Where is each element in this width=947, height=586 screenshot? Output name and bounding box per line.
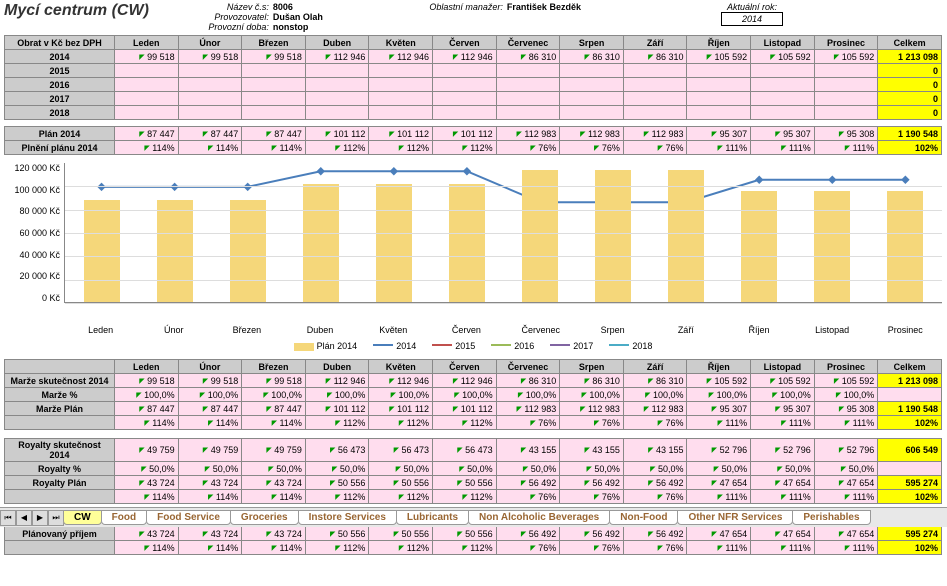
table-row: Marže skutečnost 2014◤ 99 518◤ 99 518◤ 9… (5, 374, 942, 388)
sheet-tab[interactable]: Other NFR Services (677, 510, 793, 525)
sheet-tab[interactable]: Food Service (146, 510, 231, 525)
table-row: 20180 (5, 106, 942, 120)
table-row: ◤ 114%◤ 114%◤ 114%◤ 112%◤ 112%◤ 112%◤ 76… (5, 541, 942, 555)
table-row: Plánovaný příjem◤ 43 724◤ 43 724◤ 43 724… (5, 527, 942, 541)
table-row: Plán 2014◤ 87 447◤ 87 447◤ 87 447◤ 101 1… (5, 127, 942, 141)
header: Mycí centrum (CW) Název č.s:8006 Provozo… (0, 0, 947, 34)
sheet-tab[interactable]: Lubricants (396, 510, 469, 525)
table-row: ◤ 114%◤ 114%◤ 114%◤ 112%◤ 112%◤ 112%◤ 76… (5, 490, 942, 504)
page-title: Mycí centrum (CW) (4, 2, 149, 20)
tab-next[interactable]: ▶ (32, 510, 48, 526)
tab-last[interactable]: ⏭ (48, 510, 64, 526)
table-row: Plnění plánu 2014◤ 114%◤ 114%◤ 114%◤ 112… (5, 141, 942, 155)
table-row: Royalty Plán◤ 43 724◤ 43 724◤ 43 724◤ 50… (5, 476, 942, 490)
sheet-tab[interactable]: Groceries (230, 510, 299, 525)
data-table: LedenÚnorBřezenDubenKvětenČervenČervenec… (4, 359, 942, 430)
tab-prev[interactable]: ◀ (16, 510, 32, 526)
table-row: 20150 (5, 64, 942, 78)
table-row: 20170 (5, 92, 942, 106)
data-table: Obrat v Kč bez DPHLedenÚnorBřezenDubenKv… (4, 35, 942, 120)
meta-right: Aktuální rok: 2014 (721, 2, 783, 26)
meta-mid: Oblastní manažer:František Bezděk (403, 2, 581, 12)
sheet-tabs: ⏮ ◀ ▶ ⏭ CWFoodFood ServiceGroceriesInsto… (0, 507, 947, 527)
sheet-tab[interactable]: Non-Food (609, 510, 678, 525)
table-row: ◤ 114%◤ 114%◤ 114%◤ 112%◤ 112%◤ 112%◤ 76… (5, 416, 942, 430)
table-row: 20160 (5, 78, 942, 92)
table-row: Royalty skutečnost 2014◤ 49 759◤ 49 759◤… (5, 439, 942, 462)
meta-left: Název č.s:8006 Provozovatel:Dušan Olah P… (189, 2, 323, 32)
sheet-tab[interactable]: CW (63, 510, 102, 525)
data-table: Royalty skutečnost 2014◤ 49 759◤ 49 759◤… (4, 438, 942, 504)
sheet-tab[interactable]: Food (101, 510, 147, 525)
year-box: 2014 (721, 12, 783, 26)
tab-first[interactable]: ⏮ (0, 510, 16, 526)
chart: 120 000 Kč100 000 Kč80 000 Kč60 000 Kč40… (4, 163, 942, 351)
sheet-tab[interactable]: Perishables (792, 510, 870, 525)
data-table: Plán 2014◤ 87 447◤ 87 447◤ 87 447◤ 101 1… (4, 126, 942, 155)
table-row: 2014◤ 99 518◤ 99 518◤ 99 518◤ 112 946◤ 1… (5, 50, 942, 64)
sheet-tab[interactable]: Instore Services (298, 510, 397, 525)
table-row: Marže Plán◤ 87 447◤ 87 447◤ 87 447◤ 101 … (5, 402, 942, 416)
table-row: Marže %◤ 100,0%◤ 100,0%◤ 100,0%◤ 100,0%◤… (5, 388, 942, 402)
sheet-tab[interactable]: Non Alcoholic Beverages (468, 510, 610, 525)
table-row: Royalty %◤ 50,0%◤ 50,0%◤ 50,0%◤ 50,0%◤ 5… (5, 462, 942, 476)
